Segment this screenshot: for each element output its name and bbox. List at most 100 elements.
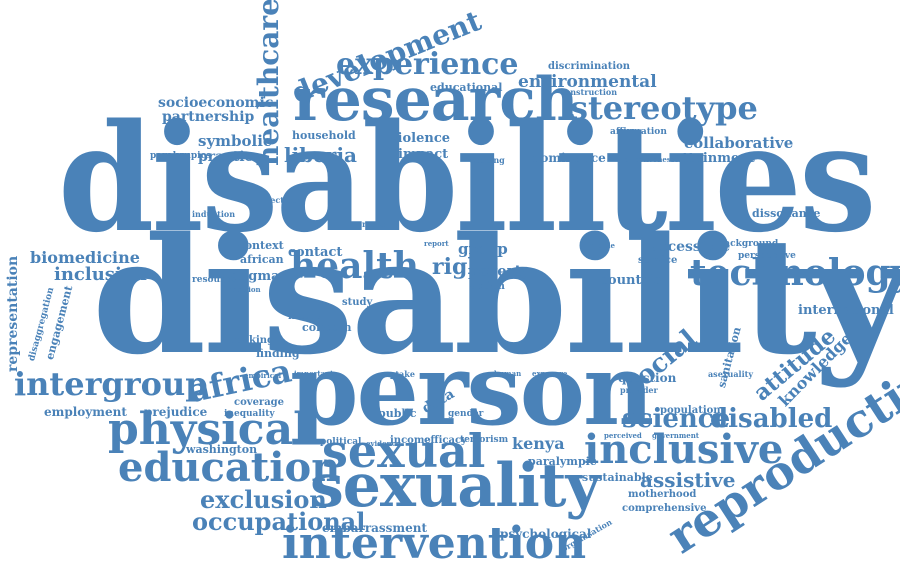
word-question: question [618, 371, 677, 385]
word-scoping: scoping [470, 155, 505, 165]
word-assistive: assistive [640, 468, 736, 492]
word-liberia: liberia [284, 143, 357, 167]
word-sexual: sexual [322, 424, 486, 478]
word-intergroup: intergroup [14, 365, 208, 403]
word-political: political [320, 437, 362, 447]
word-kenya: kenya [512, 434, 565, 453]
word-inequality: inequality [224, 409, 275, 419]
word-report: report [424, 239, 449, 248]
word-middle: middle [588, 241, 615, 250]
word-asexuality: asexuality [708, 369, 753, 379]
word-physical: physical [108, 404, 310, 455]
word-occupational: occupational [192, 507, 366, 536]
word-group: group [458, 240, 508, 258]
word-socioeconomic: socioeconomic [158, 95, 274, 111]
word-inclusive: inclusive [584, 426, 784, 473]
word-context: context [238, 239, 284, 252]
word-technology: technology [690, 252, 900, 294]
word-symbolic: symbolic [198, 132, 273, 150]
word-inclusion: inclusion [54, 264, 147, 285]
word-environmental: environmental [518, 72, 657, 92]
word-dissonance: dissonance [752, 207, 821, 220]
word-accessible: accessible [650, 239, 731, 255]
word-disabilities: disabilities [58, 91, 877, 265]
word-person: person [290, 333, 654, 448]
word-public: public [378, 407, 417, 420]
word-motherhood: motherhood [628, 489, 697, 500]
word-education: education [118, 444, 341, 491]
word-decision: decision [228, 285, 261, 294]
word-african: african [240, 253, 284, 266]
word-service: service [638, 255, 678, 266]
word-making: making [232, 335, 275, 346]
word-human: human [494, 369, 522, 378]
word-discrimination: discrimination [548, 61, 631, 72]
word-violence: violence [390, 131, 451, 146]
word-action: action [470, 281, 505, 292]
word-background: background [718, 239, 779, 249]
word-income: income [390, 435, 431, 446]
word-concern: concern [302, 321, 352, 334]
word-population: population [660, 405, 721, 416]
word-exposure: exposure [532, 369, 568, 378]
word-uptake: uptake [384, 369, 415, 379]
word-efficacy: efficacy [424, 435, 467, 446]
word-study: study [342, 297, 373, 308]
word-washington: washington [186, 443, 258, 456]
word-right: right [432, 254, 494, 280]
word-perspective: perspective [738, 251, 796, 261]
word-affirmation: affirmation [610, 127, 667, 137]
word-exclusion: exclusion [200, 485, 327, 514]
word-collaborative: collaborative [684, 134, 794, 152]
word-research: research [293, 65, 578, 135]
word-practice: practice [198, 149, 262, 165]
word-employment: employment [44, 405, 127, 419]
word-perceived: perceived [604, 431, 642, 440]
word-evidence: evidence [366, 439, 401, 448]
word-important: important [294, 369, 334, 378]
word-poverty: poverty [468, 262, 531, 280]
word-terrorism: terrorism [460, 435, 509, 445]
word-disability: disability [92, 202, 900, 390]
word-representation: representation [5, 255, 21, 372]
word-coverage: coverage [234, 397, 285, 408]
word-stereotype: stereotype [570, 89, 758, 127]
word-contact: contact [288, 245, 343, 260]
word-construction: construction [560, 87, 618, 97]
word-household: household [292, 129, 356, 142]
word-educational: educational [430, 81, 503, 94]
word-induction: induction [192, 209, 236, 219]
word-experience: experience [336, 47, 519, 82]
word-empirical: empirical [244, 371, 282, 380]
word-stigma: stigma [230, 269, 280, 284]
word-region: region [362, 219, 392, 229]
word-international: international [798, 303, 894, 318]
word-impact: impact [398, 147, 449, 162]
word-finding: finding [256, 347, 300, 360]
word-infectious: infectious [258, 195, 303, 205]
word-embarrassment: embarrassment [322, 521, 428, 535]
word-resource: resource [192, 275, 237, 285]
word-sustainable: sustainable [582, 471, 653, 484]
word-biomedicine: biomedicine [30, 248, 140, 267]
word-prejudice: prejudice [144, 405, 208, 419]
word-effectiveness: effectiveness [624, 155, 675, 164]
word-gender: gender [448, 409, 484, 419]
word-health: health [290, 245, 419, 287]
word-attainment: attainment [674, 151, 755, 166]
word-countrie: countrie [600, 273, 662, 288]
word-paralympic: paralympic [528, 455, 597, 468]
word-disabled: disabled [710, 404, 833, 434]
word-comprehensive: comprehensive [622, 503, 707, 514]
word-media: media [288, 311, 323, 322]
word-science: science [622, 404, 731, 434]
word-intervention: intervention [282, 518, 587, 569]
word-government: government [652, 431, 700, 440]
word-psychological: psychological [500, 527, 592, 541]
word-partnership: partnership [162, 109, 255, 125]
word-paralympics: paralympics [150, 151, 212, 161]
word-dominance: dominance [532, 151, 606, 165]
word-provider: provider [620, 385, 658, 395]
word-sexuality: sexuality [310, 451, 600, 521]
